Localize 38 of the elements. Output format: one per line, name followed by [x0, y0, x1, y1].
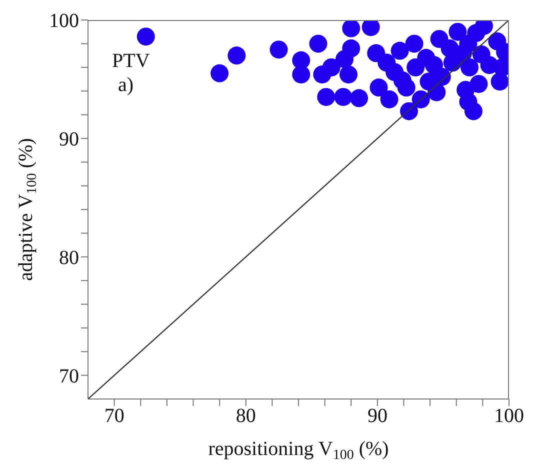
y-tick-label: 100: [49, 10, 79, 32]
point: [448, 22, 467, 41]
point: [460, 58, 479, 76]
point: [292, 65, 310, 84]
y-tick-label: 70: [59, 365, 79, 388]
point: [405, 34, 424, 53]
point: [342, 39, 360, 58]
x-tick-label: 100: [494, 405, 524, 428]
point: [317, 88, 336, 106]
point: [322, 58, 340, 76]
annotation: a): [118, 74, 134, 97]
annotation: PTV: [112, 50, 150, 73]
point: [390, 42, 409, 60]
point: [350, 89, 368, 108]
point: [210, 64, 229, 82]
point: [228, 46, 246, 65]
point: [136, 28, 155, 46]
point: [464, 102, 482, 120]
point: [412, 90, 430, 108]
x-tick-label: 70: [104, 405, 124, 428]
point: [270, 40, 288, 59]
point: [397, 78, 416, 97]
point: [370, 78, 388, 97]
point: [362, 20, 380, 36]
point: [309, 34, 328, 53]
y-tick-label: 80: [59, 246, 79, 269]
point: [490, 72, 509, 91]
point: [342, 20, 360, 38]
point: [380, 90, 398, 108]
point: [334, 88, 352, 106]
y-tick-label: 90: [59, 128, 79, 151]
point: [428, 83, 446, 102]
x-tick-label: 80: [236, 405, 256, 428]
x-tick-label: 90: [367, 405, 388, 428]
x-axis-title: repositioning V$_{100}$ (%): [208, 438, 389, 462]
point: [459, 34, 478, 53]
point: [470, 74, 488, 93]
point: [339, 65, 358, 84]
